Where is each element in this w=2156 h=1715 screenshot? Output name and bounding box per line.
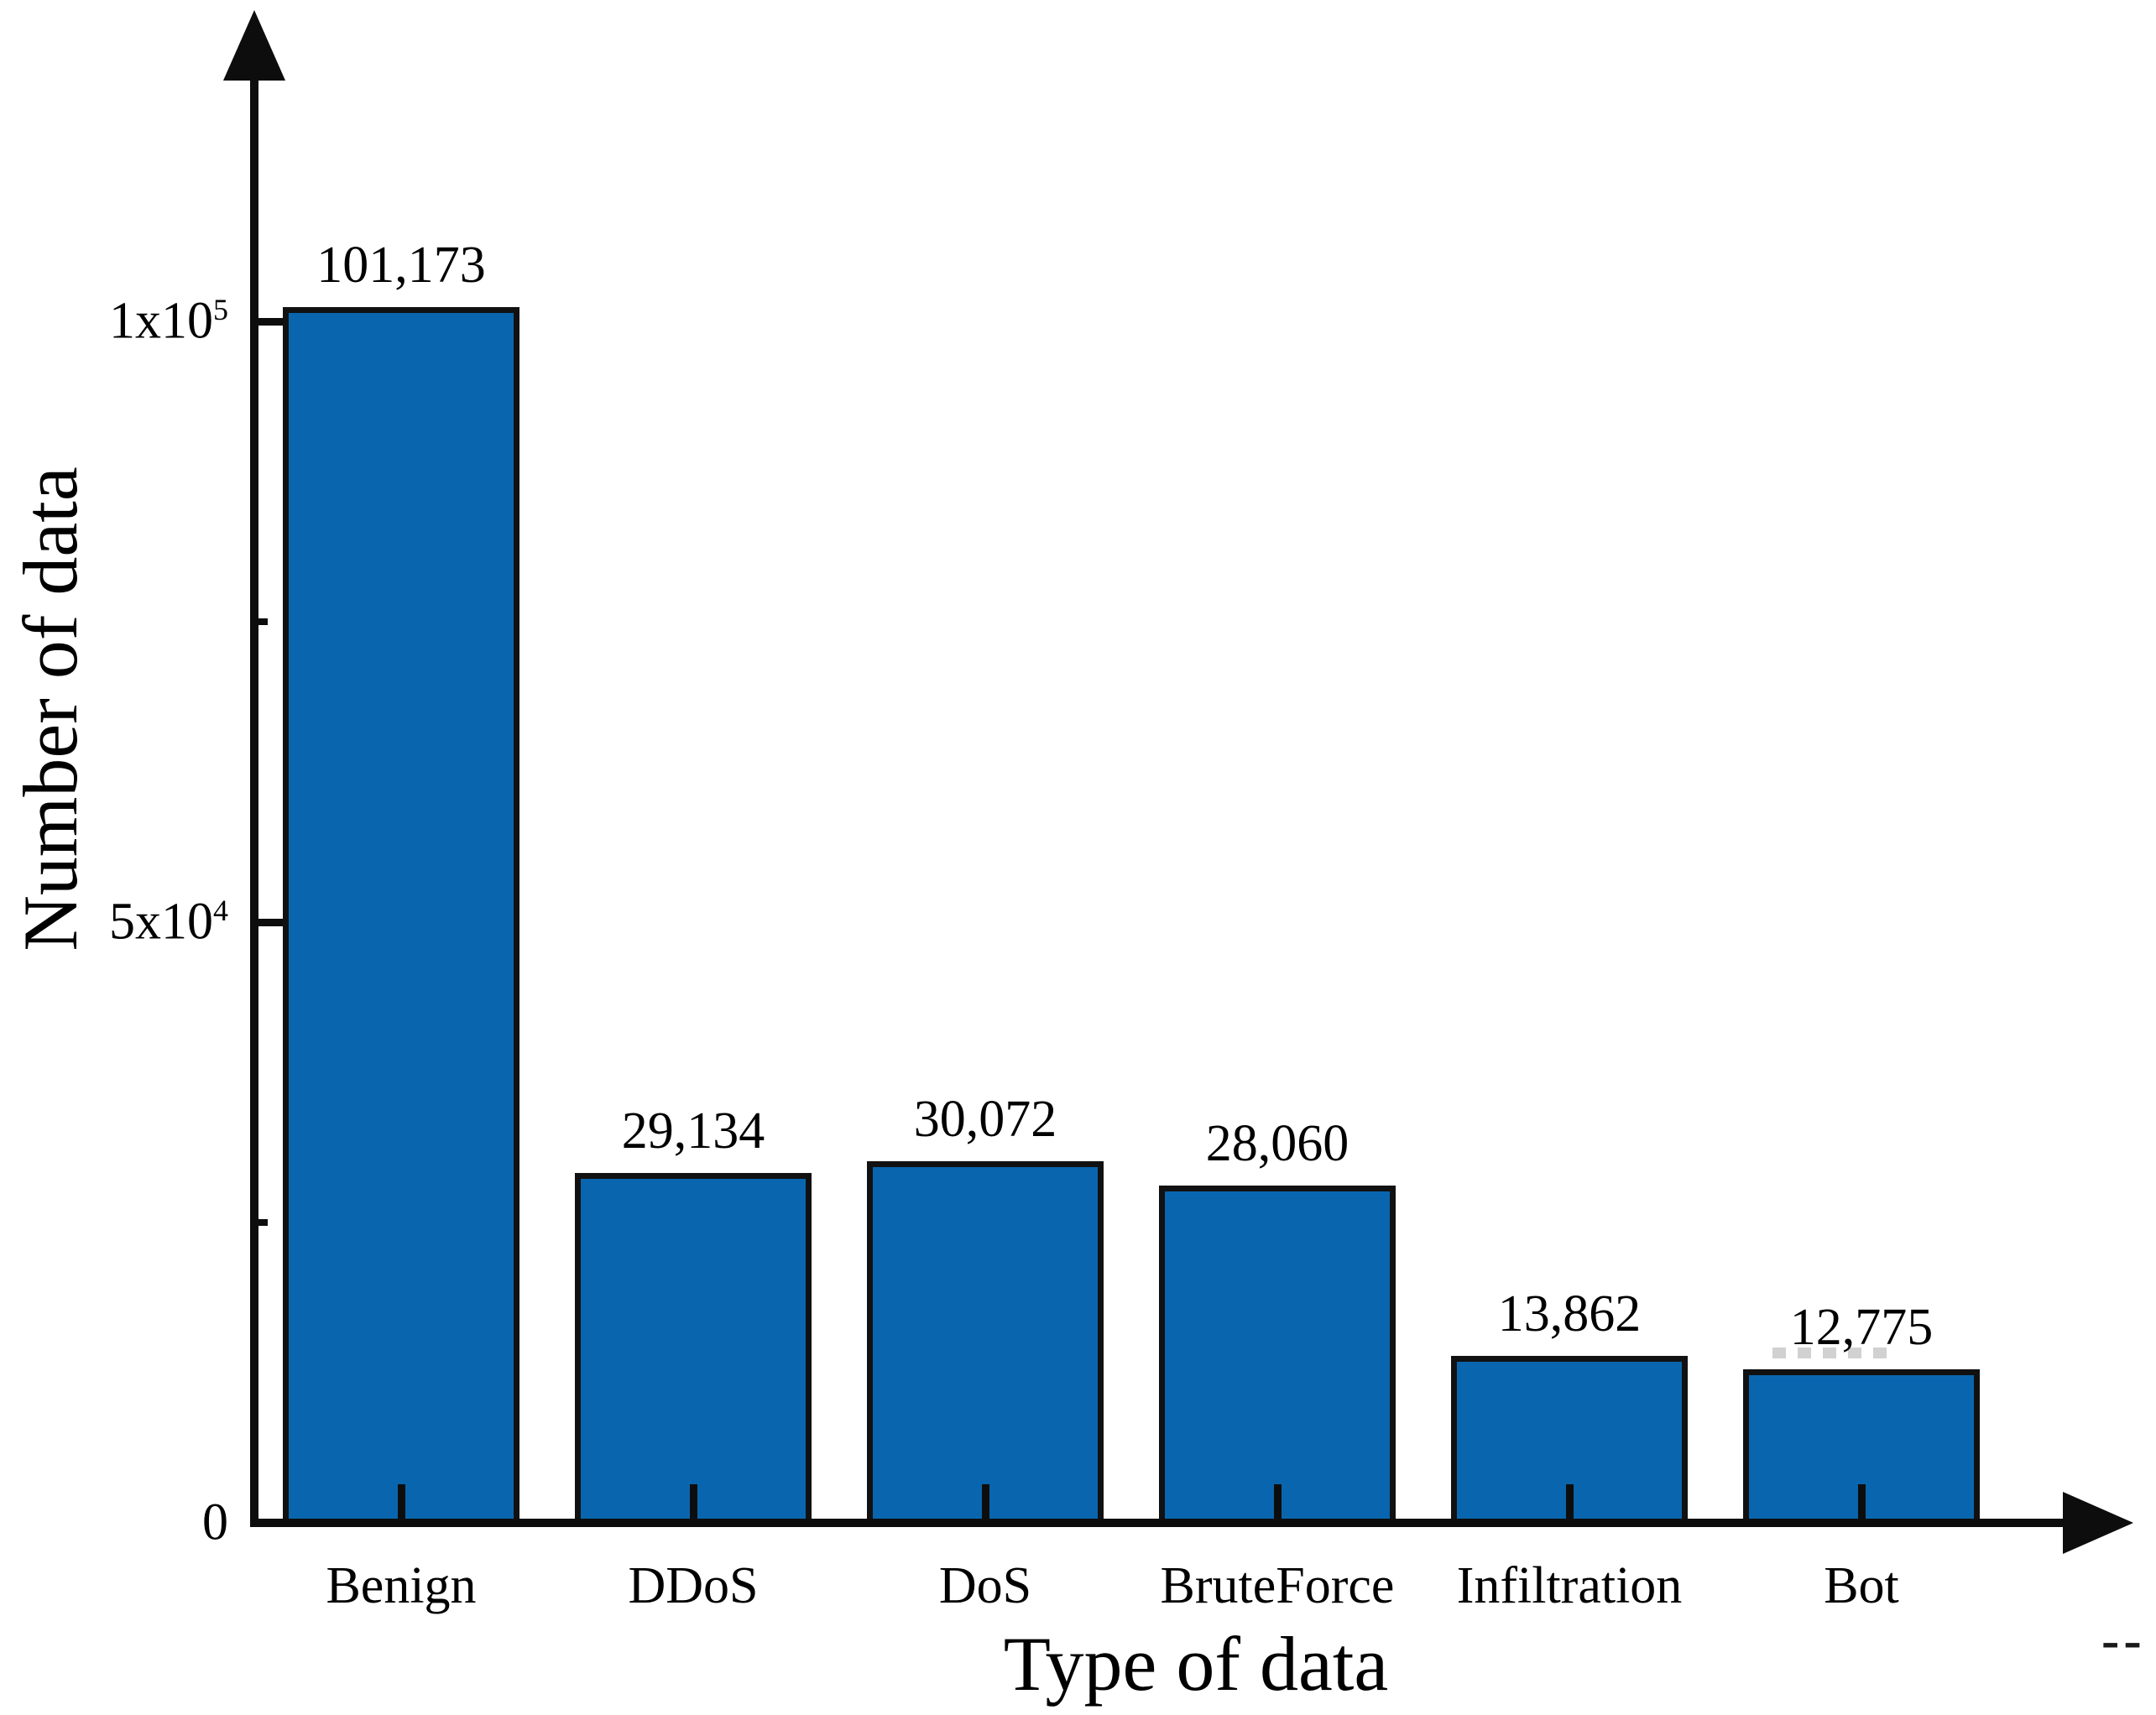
x-tick-benign: [398, 1484, 405, 1523]
category-label-benign: Benign: [326, 1557, 477, 1614]
value-label-bot: 12,775: [1789, 1299, 1934, 1356]
y-axis-title: Number of data: [8, 467, 93, 951]
axis-end-label: --: [2101, 1610, 2146, 1670]
x-tick-dos: [982, 1484, 989, 1523]
x-tick-ddos: [690, 1484, 697, 1523]
y-major-tick-50000: [254, 919, 283, 926]
bar-dos: [867, 1161, 1104, 1527]
value-label-ddos: 29,134: [621, 1102, 765, 1160]
y-tick-label-0: 0: [202, 1493, 228, 1551]
value-label-bruteforce: 28,060: [1205, 1115, 1349, 1172]
y-tick-exponent-100000: 5: [213, 292, 228, 326]
category-label-bot: Bot: [1824, 1557, 1899, 1614]
value-label-infiltration: 13,862: [1497, 1285, 1642, 1342]
category-label-ddos: DDoS: [628, 1557, 759, 1614]
y-tick-label-100000: 1x105: [109, 292, 228, 350]
x-tick-bruteforce: [1274, 1484, 1282, 1523]
category-label-bruteforce: BruteForce: [1160, 1557, 1395, 1614]
bar-bruteforce: [1159, 1186, 1396, 1527]
category-label-infiltration: Infiltration: [1456, 1557, 1683, 1614]
y-tick-label-50000: 5x104: [109, 893, 228, 951]
bar-benign: [283, 307, 519, 1527]
erased-label-artifact: [1772, 1348, 1887, 1358]
category-label-dos: DoS: [938, 1557, 1032, 1614]
value-label-benign: 101,173: [316, 237, 486, 294]
x-axis-arrow-icon: [2063, 1492, 2133, 1554]
x-axis-line: [250, 1519, 2066, 1527]
x-axis-title: Type of data: [1003, 1621, 1389, 1707]
y-tick-exponent-50000: 4: [213, 893, 228, 927]
value-label-dos: 30,072: [913, 1091, 1057, 1148]
x-tick-bot: [1858, 1484, 1866, 1523]
y-axis-line: [250, 50, 258, 1527]
y-minor-tick-25000: [254, 1219, 268, 1226]
bar-ddos: [575, 1173, 812, 1527]
y-axis-arrow-icon: [223, 10, 285, 81]
y-minor-tick-75000: [254, 618, 268, 625]
x-tick-infiltration: [1566, 1484, 1574, 1523]
y-major-tick-100000: [254, 318, 283, 326]
